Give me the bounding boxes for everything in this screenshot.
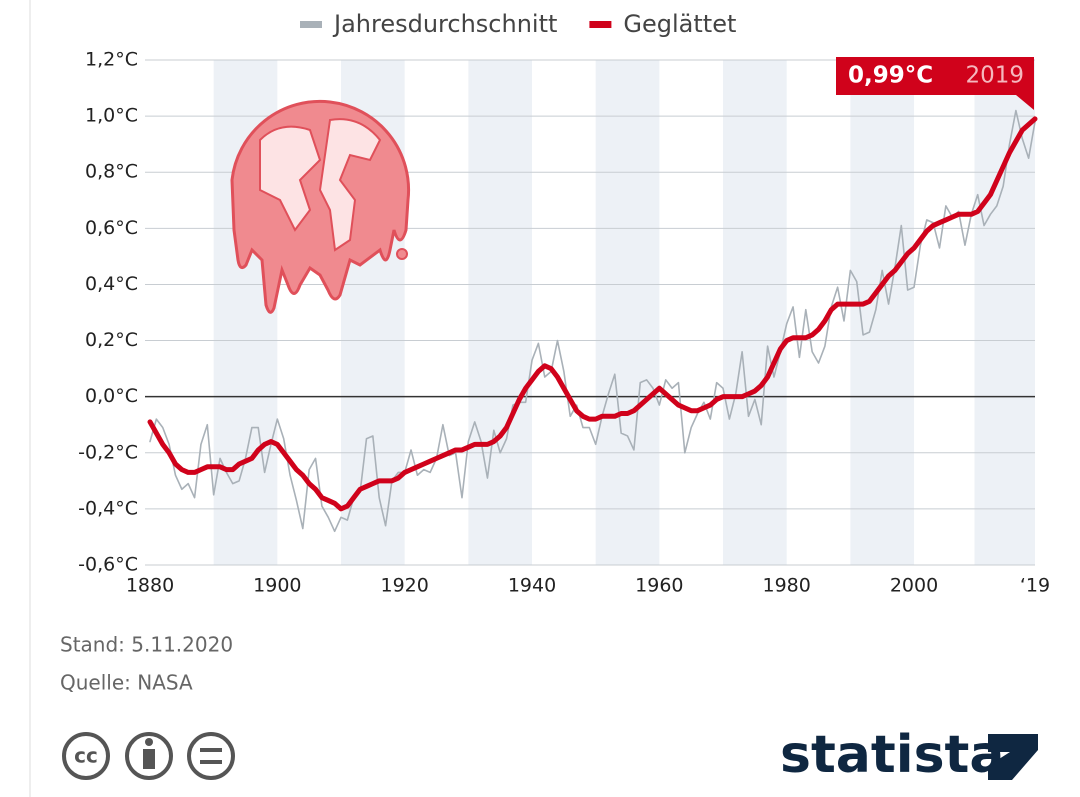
- x-tick-label: 1940: [508, 575, 556, 597]
- legend-label: Geglättet: [623, 10, 736, 38]
- cc-icon-text: cc: [74, 744, 98, 768]
- y-tick-label: 0,2°C: [85, 329, 138, 351]
- y-tick-label: 0,6°C: [85, 217, 138, 239]
- y-tick-label: 0,4°C: [85, 273, 138, 295]
- x-tick-label: 1880: [126, 575, 174, 597]
- x-tick-label: ‘19: [1020, 575, 1050, 597]
- note-date: Stand: 5.11.2020: [60, 633, 233, 657]
- annotation: 0,99°C 2019: [836, 57, 1034, 110]
- decade-band: [723, 60, 787, 565]
- grid: -0,6°C -0,4°C -0,2°C 0,0°C 0,2°C 0,4°C 0,6°C 0,…: [78, 49, 1050, 597]
- brand-logo: statista: [780, 725, 1004, 785]
- x-tick-label: 1960: [635, 575, 683, 597]
- series-line: [149, 109, 1036, 533]
- melting-globe-icon: [230, 99, 411, 314]
- series-line: [147, 116, 1038, 512]
- note-source: Quelle: NASA: [60, 671, 193, 695]
- decade-band: [974, 60, 1035, 565]
- y-tick-label: 1,0°C: [85, 105, 138, 127]
- x-tick-label: 1900: [253, 575, 301, 597]
- legend-swatch: [589, 21, 612, 28]
- x-tick-label: 1920: [380, 575, 428, 597]
- annotation-box: [836, 57, 1034, 95]
- legend-swatch: [300, 21, 322, 28]
- y-tick-label: -0,4°C: [78, 497, 138, 519]
- y-tick-label: 0,8°C: [85, 161, 138, 183]
- decade-band: [468, 60, 533, 565]
- y-tick-label: 1,2°C: [85, 49, 138, 71]
- lines: [147, 109, 1038, 533]
- y-tick-label: 0,0°C: [85, 385, 138, 407]
- x-tick-label: 1980: [763, 575, 811, 597]
- x-tick-label: 2000: [890, 575, 938, 597]
- annotation-value: 0,99°C: [848, 63, 933, 89]
- legend: Jahresdurchschnitt Geglättet: [300, 10, 736, 38]
- decade-band: [595, 60, 660, 565]
- legend-label: Jahresdurchschnitt: [332, 10, 557, 38]
- license-icons: cc: [62, 732, 235, 780]
- annotation-year: 2019: [965, 63, 1024, 89]
- y-tick-label: -0,6°C: [78, 554, 138, 576]
- annotation-pointer: [1016, 95, 1034, 110]
- y-tick-label: -0,2°C: [78, 441, 138, 463]
- brand-mark: [988, 734, 1038, 780]
